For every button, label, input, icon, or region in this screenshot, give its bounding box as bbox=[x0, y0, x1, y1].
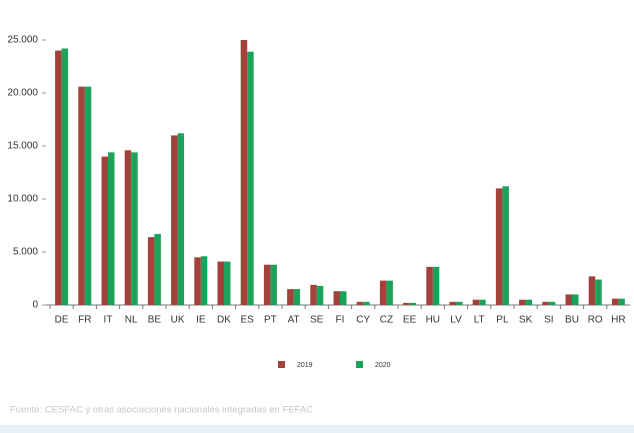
x-tick-label: CY bbox=[356, 315, 370, 326]
x-tick-label: SK bbox=[519, 315, 533, 326]
legend-swatch bbox=[278, 361, 285, 368]
bar bbox=[386, 280, 393, 305]
bar bbox=[240, 40, 248, 305]
y-tick-label: 20.000 bbox=[7, 88, 38, 99]
bar bbox=[154, 233, 161, 305]
bar bbox=[495, 188, 503, 305]
legend-swatch bbox=[356, 361, 363, 368]
bar bbox=[403, 302, 410, 305]
y-tick-label: 15.000 bbox=[7, 141, 38, 152]
x-tick-label: SI bbox=[544, 315, 553, 326]
bar bbox=[611, 298, 619, 305]
x-tick-label: AT bbox=[288, 315, 300, 326]
y-tick-label: 5.000 bbox=[13, 247, 38, 258]
x-tick-label: CZ bbox=[380, 315, 393, 326]
bar bbox=[171, 135, 178, 305]
bar bbox=[572, 294, 579, 305]
bar bbox=[310, 284, 317, 305]
bar bbox=[340, 291, 347, 305]
x-tick-label: BE bbox=[148, 315, 162, 326]
x-tick-label: RO bbox=[588, 315, 603, 326]
bar bbox=[61, 48, 69, 305]
x-tick-label: BU bbox=[565, 315, 579, 326]
x-tick-label: PT bbox=[264, 315, 277, 326]
x-tick-label: FR bbox=[78, 315, 91, 326]
bar bbox=[595, 279, 602, 305]
bar bbox=[588, 276, 596, 305]
bar bbox=[542, 301, 549, 305]
bar bbox=[78, 86, 85, 305]
y-tick-label: 0 bbox=[32, 300, 38, 311]
bar bbox=[293, 289, 301, 305]
x-tick-label: LT bbox=[474, 315, 485, 326]
bar bbox=[247, 51, 254, 305]
bar bbox=[525, 299, 533, 305]
x-tick-label: IE bbox=[196, 315, 206, 326]
bar bbox=[263, 264, 271, 305]
bar bbox=[356, 301, 364, 305]
bar bbox=[217, 261, 224, 305]
bar bbox=[124, 150, 132, 305]
x-tick-label: LV bbox=[450, 315, 462, 326]
bar bbox=[479, 299, 486, 305]
bar bbox=[456, 301, 463, 305]
bar bbox=[316, 285, 324, 305]
x-tick-label: EE bbox=[403, 315, 417, 326]
x-tick-label: ES bbox=[241, 315, 255, 326]
bar bbox=[363, 301, 370, 305]
bar bbox=[519, 299, 526, 305]
x-tick-label: SE bbox=[310, 315, 324, 326]
bar bbox=[565, 294, 572, 305]
bar bbox=[194, 257, 201, 305]
bar bbox=[55, 50, 62, 305]
x-tick-label: HR bbox=[611, 315, 625, 326]
bar bbox=[270, 264, 277, 305]
bar bbox=[147, 237, 155, 305]
legend-label: 2019 bbox=[297, 362, 313, 369]
bar bbox=[84, 86, 92, 305]
bar bbox=[177, 133, 185, 305]
bar bbox=[472, 299, 480, 305]
x-tick-label: DE bbox=[55, 315, 69, 326]
y-tick-label: 25.000 bbox=[7, 35, 38, 46]
bar bbox=[502, 186, 509, 305]
bar bbox=[432, 266, 440, 305]
x-tick-label: FI bbox=[336, 315, 345, 326]
y-tick-label: 10.000 bbox=[7, 194, 38, 205]
bar bbox=[224, 261, 231, 305]
x-tick-label: DK bbox=[217, 315, 231, 326]
bar bbox=[287, 289, 294, 305]
bar bbox=[101, 156, 108, 305]
x-tick-label: NL bbox=[125, 315, 138, 326]
x-tick-label: IT bbox=[104, 315, 113, 326]
bar bbox=[618, 298, 625, 305]
bar bbox=[333, 291, 340, 305]
bar bbox=[200, 256, 208, 305]
bottom-band bbox=[0, 425, 634, 433]
bar bbox=[379, 280, 387, 305]
x-tick-label: PL bbox=[496, 315, 509, 326]
source-note: Fuente: CESFAC y otras asociaciones naci… bbox=[10, 405, 313, 416]
bar bbox=[548, 301, 556, 305]
bar bbox=[409, 302, 417, 305]
bar bbox=[108, 152, 115, 305]
bar bbox=[131, 152, 138, 305]
legend-label: 2020 bbox=[375, 362, 391, 369]
x-tick-label: HU bbox=[426, 315, 440, 326]
x-tick-label: UK bbox=[171, 315, 185, 326]
bar bbox=[449, 301, 456, 305]
bar bbox=[426, 266, 433, 305]
